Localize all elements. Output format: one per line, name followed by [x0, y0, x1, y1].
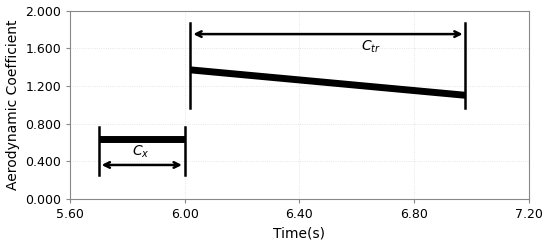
X-axis label: Time(s): Time(s)	[273, 227, 326, 240]
Text: $C_{tr}$: $C_{tr}$	[361, 38, 381, 55]
Y-axis label: Aerodynamic Coefficient: Aerodynamic Coefficient	[5, 19, 20, 190]
Text: $C_x$: $C_x$	[132, 144, 149, 160]
